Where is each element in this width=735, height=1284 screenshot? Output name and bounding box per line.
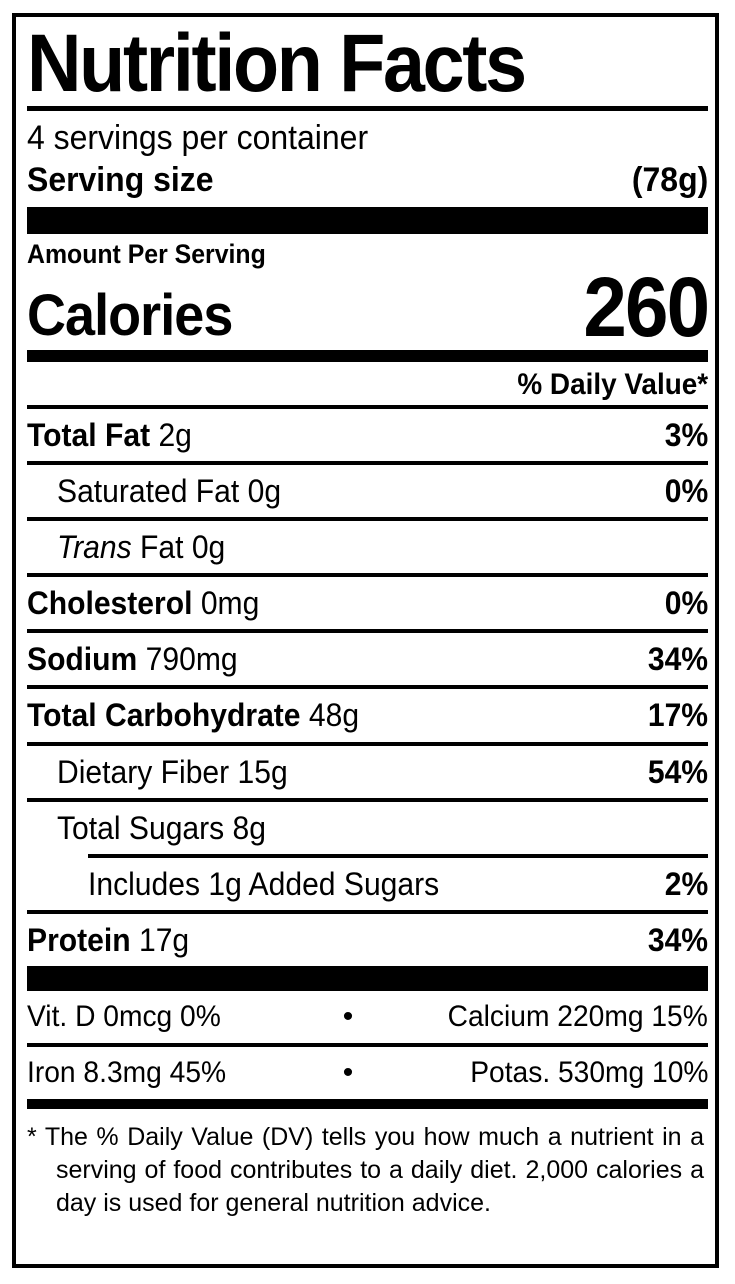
vitamin-cell-left: Iron 8.3mg 45% [27,1056,227,1090]
nutrient-name: Includes 1g Added Sugars [88,865,440,902]
label-title: Nutrition Facts [27,18,527,109]
nutrient-percent: 17% [647,697,708,734]
table-row-protein: Protein 17g 34% [27,914,708,966]
calories-row: Calories 260 [27,259,710,354]
row-divider [27,741,708,746]
daily-value-header: % Daily Value* [517,367,708,401]
nutrient-percent: 34% [647,922,708,959]
row-divider-indented [88,853,708,858]
thick-divider-footnote [27,1098,708,1109]
serving-size-label: Serving size [27,160,214,199]
nutrient-name: Protein 17g [27,922,190,959]
row-divider [27,797,708,802]
calories-divider [27,349,708,362]
row-divider [27,573,708,578]
nutrient-name: Trans Fat 0g [57,528,226,565]
table-row-cholesterol: Cholesterol 0mg 0% [27,577,708,629]
nutrient-name: Cholesterol 0mg [27,585,260,622]
nutrient-percent: 0% [664,585,708,622]
nutrient-name: Total Carbohydrate 48g [27,697,360,734]
nutrient-percent: 0% [664,472,708,509]
nutrient-name: Dietary Fiber 15g [57,753,288,790]
table-row-saturated-fat: Saturated Fat 0g 0% [27,465,708,517]
table-row-dietary-fiber: Dietary Fiber 15g 54% [27,746,708,798]
nutrient-percent: 3% [664,416,708,453]
table-row-sodium: Sodium 790mg 34% [27,633,708,685]
thick-divider-vitamins [27,966,708,992]
row-divider [27,516,708,521]
vitamin-cell-right: Potas. 530mg 10% [469,1056,708,1090]
row-divider [27,910,708,915]
table-row-added-sugars: Includes 1g Added Sugars 2% [27,858,708,910]
nutrient-percent: 54% [647,753,708,790]
row-divider [27,404,708,409]
table-row-vitamins-1: Vit. D 0mcg 0% • Calcium 220mg 15% [27,991,708,1043]
nutrition-facts-label: Nutrition Facts 4 servings per container… [12,13,719,1268]
nutrient-name: Total Sugars 8g [57,809,267,846]
nutrient-percent: 2% [664,865,708,902]
serving-size-value: (78g) [631,160,708,199]
serving-size-row: Serving size (78g) [27,160,708,207]
nutrient-percent: 34% [647,641,708,678]
table-row-total-fat: Total Fat 2g 3% [27,409,708,461]
nutrient-name: Sodium 790mg [27,641,238,678]
vitamin-cell-left: Vit. D 0mcg 0% [27,1000,221,1034]
calories-label: Calories [27,282,233,348]
vitamin-cell-right: Calcium 220mg 15% [447,1000,708,1034]
nutrient-name: Saturated Fat 0g [57,472,282,509]
title-divider [27,106,708,112]
bullet-icon: • [342,1000,354,1034]
row-divider [27,460,708,465]
servings-per-container: 4 servings per container [27,119,369,158]
row-divider [27,629,708,634]
table-row-total-sugars: Total Sugars 8g [27,802,708,854]
row-divider [27,1043,708,1048]
table-row-total-carbohydrate: Total Carbohydrate 48g 17% [27,689,708,741]
daily-value-footnote: * The % Daily Value (DV) tells you how m… [27,1122,704,1218]
table-row-vitamins-2: Iron 8.3mg 45% • Potas. 530mg 10% [27,1047,708,1099]
bullet-icon: • [342,1056,354,1090]
thick-divider-top [27,207,708,235]
table-row-trans-fat: Trans Fat 0g [27,521,708,573]
amount-per-serving-label: Amount Per Serving [27,239,266,270]
calories-value: 260 [583,259,710,354]
row-divider [27,685,708,690]
nutrient-name: Total Fat 2g [27,416,192,453]
